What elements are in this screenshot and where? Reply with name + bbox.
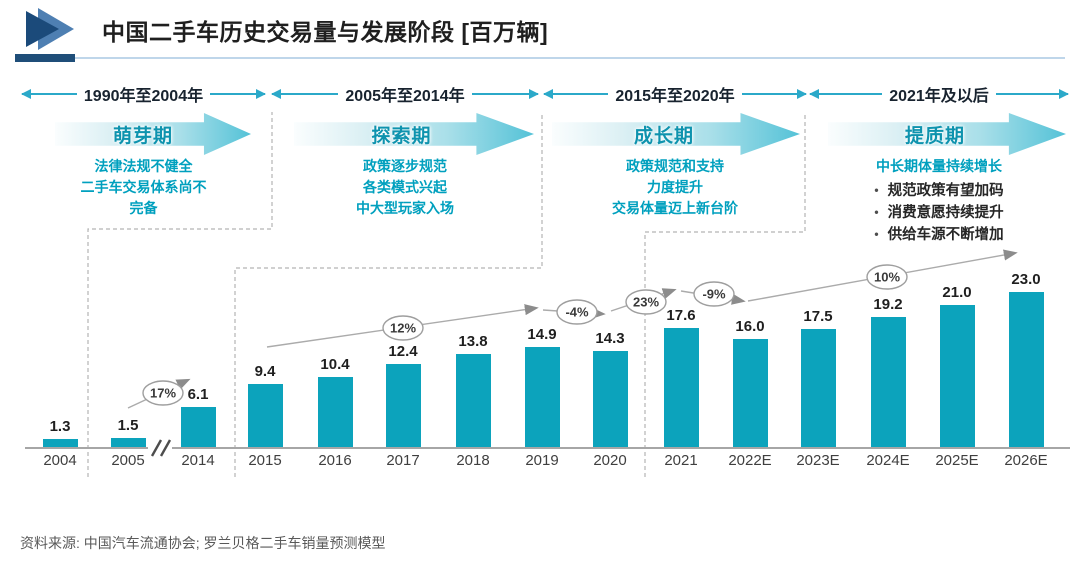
title-underline: [75, 57, 1065, 59]
source-note: 资料来源: 中国汽车流通协会; 罗兰贝格二手车销量预测模型: [20, 535, 386, 551]
period-label: 2021年及以后: [889, 88, 989, 105]
bar-category-label: 2005: [111, 452, 145, 469]
brand-logo-icon: [26, 8, 74, 50]
bar-category-label: 2018: [456, 452, 490, 469]
period-header: 1990年至2004年: [21, 84, 266, 105]
bar-value-label: 21.0: [942, 284, 972, 301]
description-heading: 中长期体量持续增长: [876, 158, 1002, 174]
bar: [180, 407, 216, 448]
bar-value-label: 6.1: [187, 386, 209, 403]
bar-category-label: 2024E: [866, 452, 910, 469]
bullet-item: 供给车源不断增加: [874, 224, 1004, 246]
bar-value-label: 1.5: [117, 417, 139, 434]
bar-category-label: 2025E: [935, 452, 979, 469]
bar: [247, 384, 283, 448]
bar-category-label: 2004: [43, 452, 77, 469]
period-label: 1990年至2004年: [83, 88, 204, 105]
bar: [42, 439, 78, 448]
bar-category-label: 2016: [318, 452, 352, 469]
bar: [1008, 292, 1044, 448]
bar-value-label: 14.9: [527, 326, 557, 343]
bar-category-label: 2020: [593, 452, 627, 469]
bar: [455, 354, 491, 448]
title-underline-accent: [15, 54, 75, 62]
bar-value-label: 17.5: [803, 308, 833, 325]
stage-label: 提质期: [904, 125, 965, 147]
bar: [385, 364, 421, 448]
page-title: 中国二手车历史交易量与发展阶段 [百万辆]: [102, 19, 549, 45]
bar-value-label: 14.3: [595, 330, 625, 347]
bar-value-label: 17.6: [666, 307, 696, 324]
phase-description: 中长期体量持续增长 规范政策有望加码 消费意愿持续提升 供给车源不断增加: [810, 156, 1068, 246]
right-arrow-icon: [210, 89, 266, 99]
bar-value-label: 12.4: [388, 343, 418, 360]
bar: [317, 377, 353, 448]
bar-category-label: 2014: [181, 452, 215, 469]
right-arrow-icon: [995, 89, 1070, 99]
bar-value-label: 10.4: [320, 356, 350, 373]
right-arrow-icon: [741, 89, 808, 99]
bar-value-label: 9.4: [254, 363, 276, 380]
bar-value-label: 16.0: [735, 318, 765, 335]
bar-category-label: 2019: [525, 452, 559, 469]
bar-value-label: 13.8: [458, 333, 488, 350]
period-label: 2005年至2014年: [345, 88, 465, 105]
bullet-list: 规范政策有望加码 消费意愿持续提升 供给车源不断增加: [874, 180, 1004, 246]
period-header: 2005年至2014年: [270, 84, 540, 105]
bar: [800, 329, 836, 448]
left-arrow-icon: [808, 89, 883, 99]
left-arrow-icon: [270, 89, 339, 99]
bar: [663, 328, 699, 448]
bar-category-label: 2017: [386, 452, 420, 469]
left-arrow-icon: [21, 89, 77, 99]
bar: [110, 438, 146, 448]
left-arrow-icon: [542, 89, 609, 99]
bar: [870, 317, 906, 448]
bar-value-label: 23.0: [1011, 271, 1041, 288]
bullet-item: 消费意愿持续提升: [874, 202, 1004, 224]
bar-category-label: 2026E: [1004, 452, 1048, 469]
phase-column-4: 2021年及以后 提质期 中长期体量持续增长 规范政策有望加码 消费意愿持续提升…: [808, 84, 1070, 256]
period-label: 2015年至2020年: [615, 88, 735, 105]
bar-category-label: 2023E: [796, 452, 840, 469]
right-arrow-icon: [471, 89, 540, 99]
bar: [939, 305, 975, 448]
period-header: 2015年至2020年: [542, 84, 808, 105]
bar: [592, 351, 628, 448]
bar-category-label: 2022E: [728, 452, 772, 469]
bar-value-label: 19.2: [873, 296, 903, 313]
bullet-item: 规范政策有望加码: [874, 180, 1004, 202]
bar: [524, 347, 560, 448]
period-header: 2021年及以后: [808, 84, 1070, 105]
bar-category-label: 2021: [664, 452, 698, 469]
bar-category-label: 2015: [248, 452, 282, 469]
bar-value-label: 1.3: [49, 418, 71, 435]
bar: [732, 339, 768, 448]
